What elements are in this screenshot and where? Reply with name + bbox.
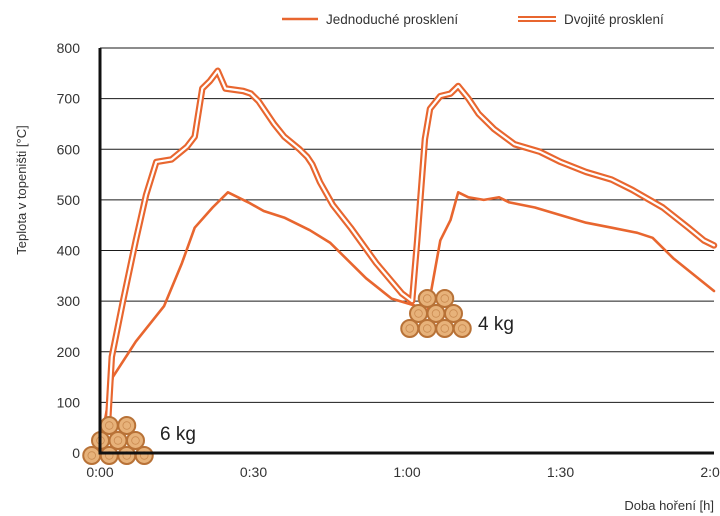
log-icon: [126, 431, 145, 450]
y-tick-label-700: 700: [57, 91, 81, 107]
y-tick-label-500: 500: [57, 192, 81, 208]
log-ring-icon: [431, 309, 441, 318]
log-icon: [417, 289, 437, 308]
grid-lines: [100, 47, 714, 403]
y-tick-label-200: 200: [57, 344, 81, 360]
log-ring-icon: [440, 324, 449, 333]
x-tick-label-2: 1:00: [393, 464, 420, 480]
series-lines: [101, 67, 718, 435]
log-ring-icon: [414, 309, 423, 318]
y-tick-label-600: 600: [57, 141, 81, 157]
y-tick-label-100: 100: [57, 394, 81, 410]
log-ring-icon: [122, 421, 131, 430]
legend-label-1: Dvojité prosklení: [564, 12, 664, 27]
log-icon: [117, 416, 137, 435]
wood-pile-6kg-icon: [82, 416, 154, 465]
log-ring-icon: [458, 324, 467, 333]
log-ring-icon: [105, 421, 114, 430]
log-icon: [452, 319, 472, 338]
log-icon: [99, 416, 119, 435]
log-ring-icon: [423, 324, 432, 333]
log-icon: [444, 304, 463, 323]
x-tick-label-0: 0:00: [86, 464, 113, 480]
x-tick-label-3: 1:30: [547, 464, 574, 480]
legend: Jednoduché prosklení Dvojité prosklení: [282, 12, 664, 27]
log-ring-icon: [449, 309, 458, 318]
legend-label-0: Jednoduché prosklení: [326, 12, 458, 27]
series-line-inner-1: [106, 69, 716, 429]
series-line-0: [101, 191, 716, 435]
tick-labels: 0 100 200 300 400 500 600 700 800 0:00 0:30 1:00 1:3…: [57, 40, 720, 480]
series-line-outer-1: [104, 67, 718, 431]
y-axis-title: Teplota v topeništi [°C]: [14, 125, 29, 255]
y-tick-label-0: 0: [72, 445, 80, 461]
annotation-4kg: 4 kg: [478, 314, 514, 335]
log-icon: [134, 446, 154, 465]
log-ring-icon: [131, 436, 140, 445]
axes: [98, 48, 714, 455]
y-tick-label-800: 800: [57, 40, 81, 56]
log-ring-icon: [423, 294, 432, 303]
log-ring-icon: [405, 324, 414, 333]
x-tick-label-1: 0:30: [240, 464, 267, 480]
y-tick-label-400: 400: [57, 243, 81, 259]
log-icon: [435, 289, 455, 308]
log-ring-icon: [440, 294, 449, 303]
wood-piles: [82, 289, 472, 465]
x-axis-title: Doba hoření [h]: [624, 498, 714, 513]
y-tick-label-300: 300: [57, 293, 81, 309]
wood-pile-4kg-icon: [400, 289, 472, 338]
x-tick-label-4: 2:00: [700, 464, 720, 480]
log-ring-icon: [87, 451, 96, 460]
annotation-6kg: 6 kg: [160, 424, 196, 445]
log-ring-icon: [113, 436, 123, 445]
